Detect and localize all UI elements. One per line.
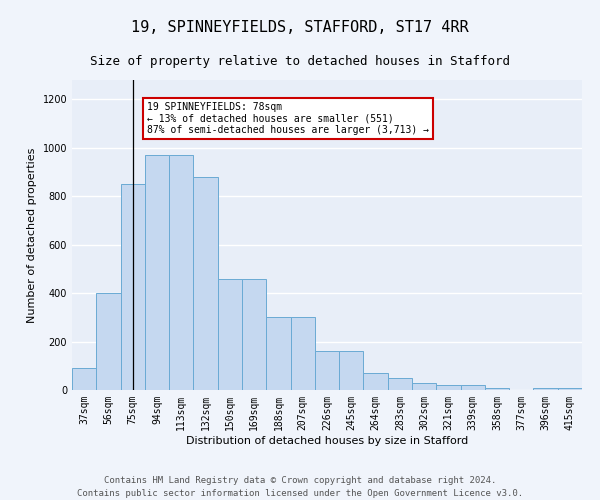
Bar xyxy=(388,378,412,390)
Bar xyxy=(193,177,218,390)
Text: Size of property relative to detached houses in Stafford: Size of property relative to detached ho… xyxy=(90,55,510,68)
Y-axis label: Number of detached properties: Number of detached properties xyxy=(27,148,37,322)
Bar xyxy=(242,278,266,390)
Bar xyxy=(461,385,485,390)
Bar xyxy=(364,373,388,390)
Bar xyxy=(339,351,364,390)
Bar xyxy=(218,278,242,390)
Bar xyxy=(412,382,436,390)
Bar xyxy=(266,318,290,390)
Bar xyxy=(169,155,193,390)
X-axis label: Distribution of detached houses by size in Stafford: Distribution of detached houses by size … xyxy=(186,436,468,446)
Bar xyxy=(436,385,461,390)
Text: Contains HM Land Registry data © Crown copyright and database right 2024.
Contai: Contains HM Land Registry data © Crown c… xyxy=(77,476,523,498)
Bar xyxy=(96,293,121,390)
Text: 19, SPINNEYFIELDS, STAFFORD, ST17 4RR: 19, SPINNEYFIELDS, STAFFORD, ST17 4RR xyxy=(131,20,469,35)
Bar xyxy=(558,388,582,390)
Bar xyxy=(485,388,509,390)
Bar xyxy=(121,184,145,390)
Bar xyxy=(290,318,315,390)
Bar xyxy=(145,155,169,390)
Bar xyxy=(315,351,339,390)
Text: 19 SPINNEYFIELDS: 78sqm
← 13% of detached houses are smaller (551)
87% of semi-d: 19 SPINNEYFIELDS: 78sqm ← 13% of detache… xyxy=(147,102,429,135)
Bar xyxy=(533,388,558,390)
Bar xyxy=(72,368,96,390)
